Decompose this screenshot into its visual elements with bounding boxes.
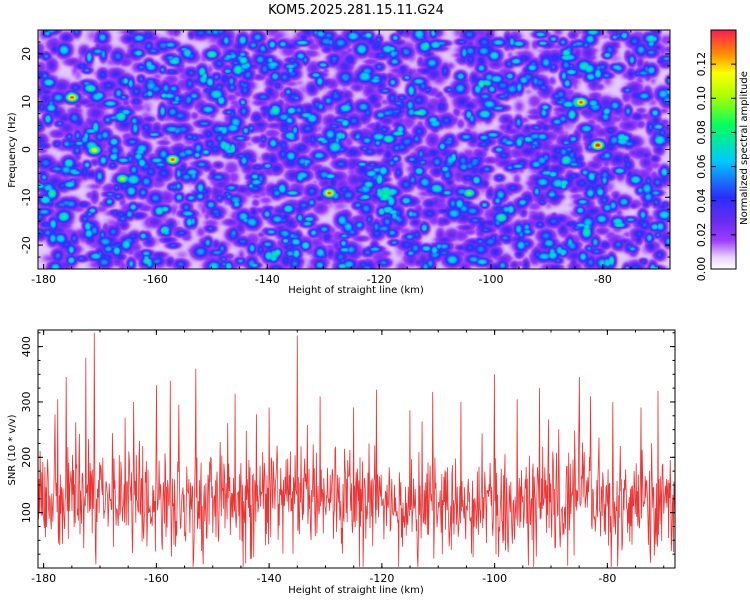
spectrogram-x-ticks: -180 -160 -140 -120 -100 -80 [31,30,660,286]
spectrogram-x-tick-label: -140 [255,273,280,286]
spectrogram-x-tick-label: -160 [143,273,168,286]
spectrogram-y-ticks: -20 -10 0 10 20 [20,29,670,270]
spectrogram-y-tick-label: 20 [20,47,33,61]
spectrogram-y-tick-label: -20 [20,236,33,254]
snr-y-tick-label: 400 [20,336,33,357]
colorbar-tick-label: 0.08 [695,120,708,145]
snr-y-ticks: 100 200 300 400 [20,332,675,569]
spectrogram-y-label: Frequency (Hz) [7,112,18,188]
spectrogram-y-tick-label: -10 [20,188,33,206]
snr-y-label: SNR (10 * v/v) [7,414,18,485]
spectrogram-x-tick-label: -180 [31,273,56,286]
snr-x-ticks: -180 -160 -140 -120 -100 -80 [31,330,665,585]
colorbar-gradient [710,29,737,270]
colorbar-tick-label: 0.02 [695,223,708,248]
spectrogram-x-tick-label: -120 [367,273,392,286]
snr-series-line [38,332,675,567]
snr-x-tick-label: -100 [482,572,507,585]
snr-x-label: Height of straight line (km) [288,585,424,596]
colorbar-tick-label: 0.12 [695,52,708,77]
spectrogram-x-label: Height of straight line (km) [288,285,424,296]
colorbar: 0.00 0.02 0.04 0.06 0.08 0.10 0.12 Normalized … [695,29,750,281]
colorbar-tick-label: 0.06 [695,154,708,179]
snr-x-tick-label: -180 [31,572,56,585]
snr-x-tick-label: -80 [598,572,616,585]
colorbar-tick-label: 0.10 [695,86,708,111]
spectrogram-x-tick-label: -80 [594,273,612,286]
snr-y-tick-label: 100 [20,502,33,523]
snr-y-tick-label: 300 [20,391,33,412]
snr-y-tick-label: 200 [20,447,33,468]
figure-title: KOM5.2025.281.15.11.G24 [268,3,444,18]
snr-x-tick-label: -140 [257,572,282,585]
spectrogram-x-tick-label: -100 [479,273,504,286]
spectrogram-y-tick-label: 10 [20,95,33,109]
colorbar-tick-label: 0.04 [695,188,708,213]
spectrogram-image [38,30,670,269]
colorbar-tick-label: 0.00 [695,257,708,282]
snr-x-tick-label: -160 [144,572,169,585]
colorbar-label: Normalized spectral amplitude [739,71,750,225]
snr-frame [37,329,676,569]
colorbar-ticks: 0.00 0.02 0.04 0.06 0.08 0.10 0.12 [695,52,736,281]
spectrogram-y-tick-label: 0 [20,146,33,153]
snr-x-tick-label: -120 [369,572,394,585]
snr-panel: -180 -160 -140 -120 -100 -80 100 200 300 400 Hei… [7,329,676,596]
